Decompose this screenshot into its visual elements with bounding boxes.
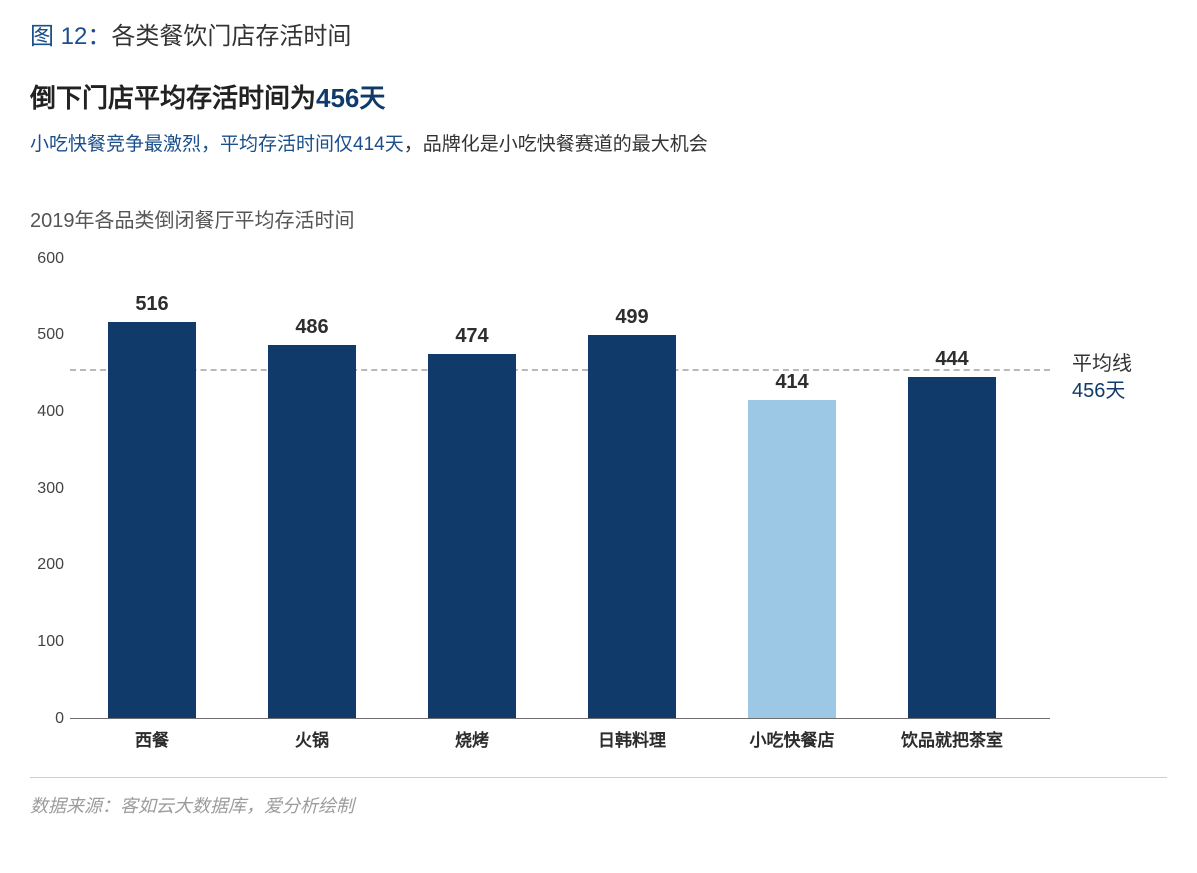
bar-value-label: 486 bbox=[295, 316, 328, 339]
x-tick: 小吃快餐店 bbox=[750, 718, 835, 751]
y-tick: 400 bbox=[30, 403, 64, 421]
subline-blue: 小吃快餐竞争最激烈，平均存活时间仅414天 bbox=[30, 134, 404, 155]
y-tick: 600 bbox=[30, 250, 64, 268]
bar-value-label: 414 bbox=[775, 371, 808, 394]
bar-value-label: 499 bbox=[615, 306, 648, 329]
average-line-label-value: 456天 bbox=[1072, 378, 1132, 405]
plot-area: 516西餐486火锅474烧烤499日韩料理414小吃快餐店444饮品就把茶室 bbox=[70, 259, 1050, 719]
x-tick: 火锅 bbox=[295, 718, 329, 751]
bar-value-label: 444 bbox=[935, 348, 968, 371]
average-line-label: 平均线 456天 bbox=[1072, 351, 1132, 405]
headline-highlight: 456天 bbox=[316, 83, 385, 113]
figure-label-text: 各类餐饮门店存活时间 bbox=[111, 23, 351, 50]
y-tick: 500 bbox=[30, 326, 64, 344]
bar: 414 bbox=[748, 400, 836, 717]
subline-rest: ，品牌化是小吃快餐赛道的最大机会 bbox=[404, 134, 708, 155]
x-tick: 西餐 bbox=[135, 718, 169, 751]
figure-label: 图 12：各类餐饮门店存活时间 bbox=[30, 20, 1167, 54]
x-tick: 烧烤 bbox=[455, 718, 489, 751]
bar: 474 bbox=[428, 354, 516, 717]
bar: 486 bbox=[268, 345, 356, 718]
bar: 499 bbox=[588, 335, 676, 718]
average-line-label-title: 平均线 bbox=[1072, 351, 1132, 378]
x-tick: 饮品就把茶室 bbox=[901, 718, 1003, 751]
y-tick: 0 bbox=[30, 710, 64, 728]
chart-title: 2019年各品类倒闭餐厅平均存活时间 bbox=[30, 204, 1167, 233]
figure-container: 图 12：各类餐饮门店存活时间 倒下门店平均存活时间为456天 小吃快餐竞争最激… bbox=[0, 0, 1197, 873]
bar-value-label: 516 bbox=[135, 293, 168, 316]
headline: 倒下门店平均存活时间为456天 bbox=[30, 78, 1167, 115]
chart-wrap: 516西餐486火锅474烧烤499日韩料理414小吃快餐店444饮品就把茶室 … bbox=[30, 259, 1167, 749]
x-tick: 日韩料理 bbox=[598, 718, 666, 751]
chart-area: 516西餐486火锅474烧烤499日韩料理414小吃快餐店444饮品就把茶室 … bbox=[30, 259, 1050, 749]
subline: 小吃快餐竞争最激烈，平均存活时间仅414天，品牌化是小吃快餐赛道的最大机会 bbox=[30, 129, 1167, 156]
average-line bbox=[70, 369, 1050, 371]
data-source-footer: 数据来源：客如云大数据库，爱分析绘制 bbox=[30, 777, 1167, 818]
bar: 444 bbox=[908, 377, 996, 717]
headline-pre: 倒下门店平均存活时间为 bbox=[30, 83, 316, 113]
bar-value-label: 474 bbox=[455, 325, 488, 348]
y-tick: 200 bbox=[30, 556, 64, 574]
figure-label-prefix: 图 12： bbox=[30, 23, 111, 50]
y-tick: 300 bbox=[30, 480, 64, 498]
bar: 516 bbox=[108, 322, 196, 718]
y-tick: 100 bbox=[30, 633, 64, 651]
